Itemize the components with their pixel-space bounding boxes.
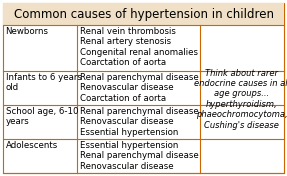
Text: Essential hypertension
Renal parenchymal disease
Renovascular disease: Essential hypertension Renal parenchymal… bbox=[80, 141, 199, 171]
Text: Newborns: Newborns bbox=[5, 27, 49, 36]
Text: Infants to 6 years
old: Infants to 6 years old bbox=[5, 73, 82, 92]
Text: Renal parenchymal disease
Renovascular disease
Essential hypertension: Renal parenchymal disease Renovascular d… bbox=[80, 107, 199, 137]
Text: Adolescents: Adolescents bbox=[5, 141, 58, 150]
Text: Renal vein thrombosis
Renal artery stenosis
Congenital renal anomalies
Coarctati: Renal vein thrombosis Renal artery steno… bbox=[80, 27, 198, 67]
Text: Common causes of hypertension in children: Common causes of hypertension in childre… bbox=[13, 8, 274, 21]
Text: Think about rarer
endocrine causes in all
age groups...
hyperthyroidism,
phaeoch: Think about rarer endocrine causes in al… bbox=[194, 68, 287, 130]
Text: Renal parenchymal disease
Renovascular disease
Coarctation of aorta: Renal parenchymal disease Renovascular d… bbox=[80, 73, 199, 103]
Text: School age, 6-10
years: School age, 6-10 years bbox=[5, 107, 78, 126]
Bar bbox=[3, 3, 284, 25]
